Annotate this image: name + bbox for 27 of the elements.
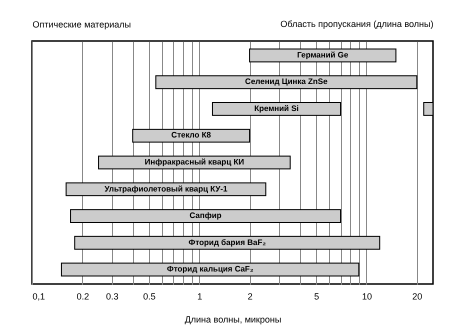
y-tick-label: Германий Ge: [297, 50, 349, 60]
y-tick-label: Селенид Цинка ZnSe: [245, 77, 328, 86]
bar: [155, 75, 418, 90]
bar: [70, 209, 342, 223]
x-tick-label: 0.2: [76, 292, 90, 302]
y-tick-label: Инфракрасный кварц КИ: [144, 158, 244, 166]
y-tick-label: Ультрафиолетовый кварц КУ-1: [104, 184, 228, 194]
x-tick-label: 10: [362, 292, 372, 302]
x-tick-label: 0,1: [32, 292, 46, 302]
y-tick-label: Фторид бария BaF₂: [188, 238, 266, 247]
chart-title: Область пропускания (длина волны): [280, 19, 434, 29]
bar: [60, 262, 360, 276]
bar: [212, 102, 342, 116]
x-tick-label: 1: [197, 292, 202, 302]
x-tick-label: 20: [412, 292, 422, 302]
y-axis-title: Оптические материалы: [32, 20, 131, 30]
x-tick-label: 0.3: [106, 292, 119, 302]
bar: [249, 48, 396, 62]
y-tick-label: Сапфир: [190, 211, 222, 220]
y-tick-label: Фторид кальция CaF₂: [166, 264, 254, 274]
x-tick-label: 0.5: [143, 292, 156, 302]
y-tick-label: Стекло К8: [171, 130, 212, 140]
x-axis-title: Длина волны, микроны: [184, 314, 282, 324]
bar: [74, 236, 380, 250]
x-tick-label: 2: [248, 292, 253, 302]
x-tick-label: 5: [314, 292, 320, 302]
y-tick-label: Кремний Si: [254, 104, 299, 113]
